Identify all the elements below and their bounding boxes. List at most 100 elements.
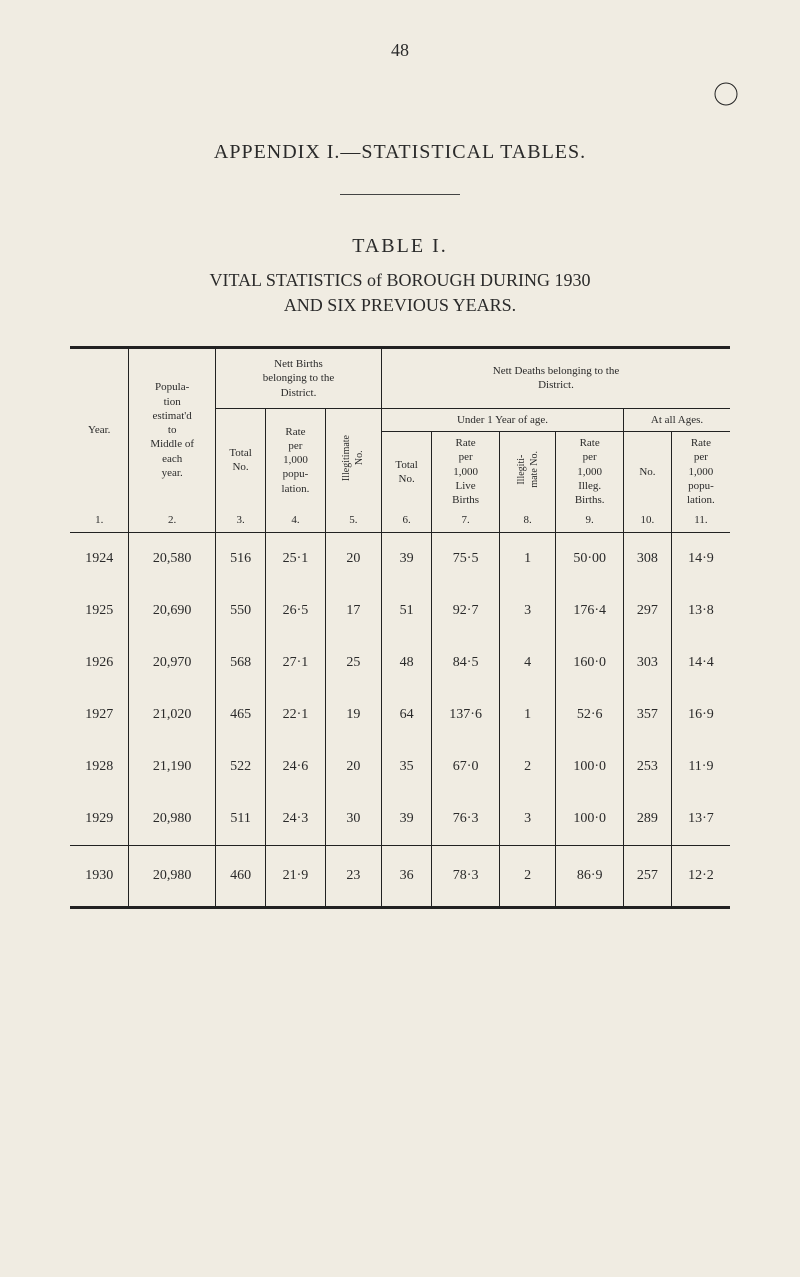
hdr-no-all-text: No. [639, 466, 655, 478]
cell-ra: 11·9 [671, 741, 730, 793]
stats-table: Year. Popula- tion estimat'd to Middle o… [70, 346, 730, 909]
cell-year: 1929 [70, 793, 129, 846]
hdr-nett-births-text: Nett Births belonging to the District. [263, 358, 335, 399]
cell-rb: 26·5 [266, 585, 325, 637]
cell-ib: 23 [325, 845, 381, 907]
cell-na: 303 [624, 637, 672, 689]
cell-id: 2 [499, 741, 555, 793]
table-row: 192920,98051124·3303976·33100·028913·7 [70, 793, 730, 846]
cell-year: 1927 [70, 689, 129, 741]
hdr-atall: At all Ages. [624, 408, 730, 431]
cell-ib: 17 [325, 585, 381, 637]
hdr-popula-text: Popula- tion estimat'd to Middle of each… [150, 381, 194, 479]
hdr-illegit-d-text: Illegiti- mate No. [515, 451, 541, 488]
table-subtitle-2: AND SIX PREVIOUS YEARS. [70, 295, 730, 316]
hdr-rate-b: Rate per 1,000 popu- lation. [266, 408, 325, 511]
cell-rd2: 100·0 [556, 741, 624, 793]
cell-tb: 550 [215, 585, 265, 637]
cell-na: 253 [624, 741, 672, 793]
colnum-6: 6. [381, 512, 431, 533]
colnum-7: 7. [432, 512, 500, 533]
table-label: TABLE I. [70, 235, 730, 258]
cell-ib: 30 [325, 793, 381, 846]
cell-td: 39 [381, 532, 431, 585]
cell-ra: 14·4 [671, 637, 730, 689]
cell-td: 36 [381, 845, 431, 907]
cell-rb: 24·6 [266, 741, 325, 793]
cell-ra: 12·2 [671, 845, 730, 907]
cell-td: 51 [381, 585, 431, 637]
hdr-rate-all-text: Rate per 1,000 popu- lation. [687, 437, 715, 506]
hdr-rate-d2: Rate per 1,000 Illeg. Births. [556, 432, 624, 512]
cell-rd1: 92·7 [432, 585, 500, 637]
cell-rd2: 176·4 [556, 585, 624, 637]
colnum-3: 3. [215, 512, 265, 533]
cell-pop: 20,980 [129, 793, 216, 846]
cell-pop: 20,580 [129, 532, 216, 585]
cell-td: 48 [381, 637, 431, 689]
colnum-5: 5. [325, 512, 381, 533]
cell-year: 1930 [70, 845, 129, 907]
cell-tb: 511 [215, 793, 265, 846]
cell-na: 357 [624, 689, 672, 741]
cell-year: 1926 [70, 637, 129, 689]
colnum-10: 10. [624, 512, 672, 533]
page: 48 APPENDIX I.—STATISTICAL TABLES. TABLE… [0, 0, 800, 949]
appendix-title: APPENDIX I.—STATISTICAL TABLES. [70, 141, 730, 164]
cell-rd2: 86·9 [556, 845, 624, 907]
cell-rd2: 160·0 [556, 637, 624, 689]
cell-id: 1 [499, 532, 555, 585]
hdr-year-text: Year. [88, 424, 110, 436]
hdr-nett-deaths-text: Nett Deaths belonging to the District. [493, 365, 619, 391]
cell-rd1: 137·6 [432, 689, 500, 741]
cell-year: 1924 [70, 532, 129, 585]
last-row: 1930 20,980 460 21·9 23 36 78·3 2 86·9 2… [70, 845, 730, 907]
cell-na: 289 [624, 793, 672, 846]
colnum-2: 2. [129, 512, 216, 533]
table-row: 192420,58051625·1203975·5150·0030814·9 [70, 532, 730, 585]
cell-td: 64 [381, 689, 431, 741]
cell-year: 1928 [70, 741, 129, 793]
header-row-1: Year. Popula- tion estimat'd to Middle o… [70, 348, 730, 409]
cell-pop: 20,690 [129, 585, 216, 637]
stats-table-wrap: Year. Popula- tion estimat'd to Middle o… [70, 346, 730, 909]
cell-rb: 27·1 [266, 637, 325, 689]
cell-ib: 19 [325, 689, 381, 741]
cell-rb: 25·1 [266, 532, 325, 585]
cell-id: 1 [499, 689, 555, 741]
cell-tb: 522 [215, 741, 265, 793]
hdr-total-b-text: Total No. [229, 447, 251, 473]
colnum-1: 1. [70, 512, 129, 533]
cell-ra: 16·9 [671, 689, 730, 741]
cell-rb: 22·1 [266, 689, 325, 741]
hdr-rate-all: Rate per 1,000 popu- lation. [671, 432, 730, 512]
hdr-popula: Popula- tion estimat'd to Middle of each… [129, 348, 216, 512]
hdr-total-d-text: Total No. [395, 459, 417, 485]
cell-pop: 21,190 [129, 741, 216, 793]
cell-ra: 13·8 [671, 585, 730, 637]
hdr-illegit-b: Illegitimate No. [325, 408, 381, 511]
cell-tb: 460 [215, 845, 265, 907]
cell-rd2: 100·0 [556, 793, 624, 846]
cell-pop: 21,020 [129, 689, 216, 741]
table-subtitle-1: VITAL STATISTICS of BOROUGH DURING 1930 [70, 270, 730, 291]
hdr-rate-d2-text: Rate per 1,000 Illeg. Births. [575, 437, 605, 506]
cell-ib: 20 [325, 741, 381, 793]
hdr-year: Year. [70, 348, 129, 512]
hdr-rate-d1: Rate per 1,000 Live Births [432, 432, 500, 512]
cell-rb: 24·3 [266, 793, 325, 846]
cell-rd2: 50·00 [556, 532, 624, 585]
table-row: 192721,02046522·11964137·6152·635716·9 [70, 689, 730, 741]
cell-rd1: 67·0 [432, 741, 500, 793]
colnum-4: 4. [266, 512, 325, 533]
cell-na: 257 [624, 845, 672, 907]
cell-rd1: 75·5 [432, 532, 500, 585]
cell-tb: 568 [215, 637, 265, 689]
colnum-row: 1. 2. 3. 4. 5. 6. 7. 8. 9. 10. 11. [70, 512, 730, 533]
cell-id: 2 [499, 845, 555, 907]
cell-rd1: 84·5 [432, 637, 500, 689]
hdr-rate-d1-text: Rate per 1,000 Live Births [452, 437, 479, 506]
hdr-nett-births: Nett Births belonging to the District. [215, 348, 381, 409]
table-body: 192420,58051625·1203975·5150·0030814·919… [70, 532, 730, 845]
colnum-9: 9. [556, 512, 624, 533]
